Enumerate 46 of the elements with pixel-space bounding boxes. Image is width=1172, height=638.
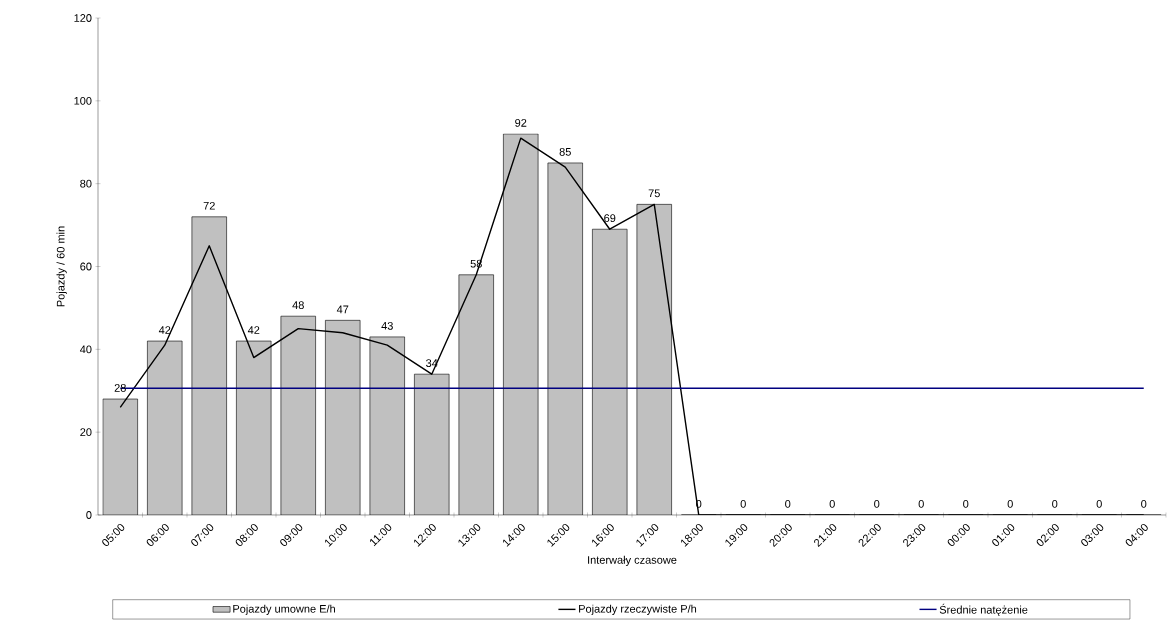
y-tick-label: 0 (86, 511, 92, 519)
y-tick-label: 20 (80, 428, 92, 437)
data-label: 0 (785, 500, 791, 508)
bar (592, 228, 628, 515)
data-label: 92 (515, 118, 527, 127)
data-label: 48 (292, 301, 304, 309)
bar (458, 274, 494, 515)
y-tick-label: 80 (80, 179, 92, 188)
data-label: 42 (158, 326, 171, 334)
bar (191, 216, 227, 515)
legend-label: Średnie natężenie (939, 603, 1028, 616)
data-label: 0 (829, 500, 835, 508)
data-label: 69 (604, 214, 616, 223)
bar (236, 340, 272, 515)
data-label: 0 (1141, 500, 1147, 508)
data-label: 72 (203, 201, 215, 210)
bar (636, 204, 672, 515)
y-tick-label: 100 (74, 96, 92, 105)
bar (325, 320, 361, 515)
bar (547, 162, 583, 515)
bar (503, 133, 539, 515)
data-label: 0 (740, 500, 746, 508)
legend-label: Pojazdy rzeczywiste P/h (579, 604, 697, 615)
data-label: 85 (559, 147, 571, 156)
bar (147, 340, 183, 515)
data-label: 0 (1007, 500, 1013, 508)
bar (102, 398, 138, 515)
y-tick-label: 40 (79, 345, 92, 354)
x-axis-title: Interwały czasowe (588, 555, 677, 566)
bar (369, 336, 405, 515)
data-label: 47 (336, 305, 349, 314)
data-label: 0 (874, 500, 880, 508)
y-tick-label: 120 (74, 14, 92, 22)
data-label: 0 (1096, 500, 1102, 508)
y-tick-label: 60 (80, 262, 92, 271)
y-axis-title: Pojazdy / 60 min (56, 226, 67, 307)
legend-label: Pojazdy umowne E/h (233, 604, 335, 615)
data-label: 28 (114, 384, 126, 392)
data-label: 43 (381, 321, 393, 330)
bar (414, 373, 450, 515)
bar (280, 315, 316, 515)
data-label: 42 (247, 326, 260, 334)
data-label: 0 (918, 500, 924, 508)
data-label: 0 (1052, 500, 1058, 508)
data-label: 0 (963, 500, 969, 508)
data-label: 75 (648, 189, 660, 198)
